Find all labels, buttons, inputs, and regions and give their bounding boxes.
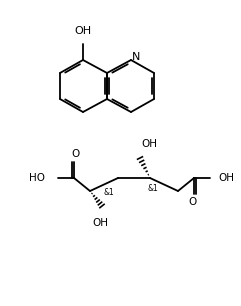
Text: OH: OH <box>218 173 234 183</box>
Text: N: N <box>132 52 140 62</box>
Text: &1: &1 <box>147 184 158 193</box>
Text: OH: OH <box>74 26 92 36</box>
Text: O: O <box>71 149 79 159</box>
Text: HO: HO <box>29 173 45 183</box>
Text: OH: OH <box>92 218 108 228</box>
Text: O: O <box>189 197 197 207</box>
Text: OH: OH <box>141 139 157 149</box>
Text: &1: &1 <box>104 188 115 197</box>
